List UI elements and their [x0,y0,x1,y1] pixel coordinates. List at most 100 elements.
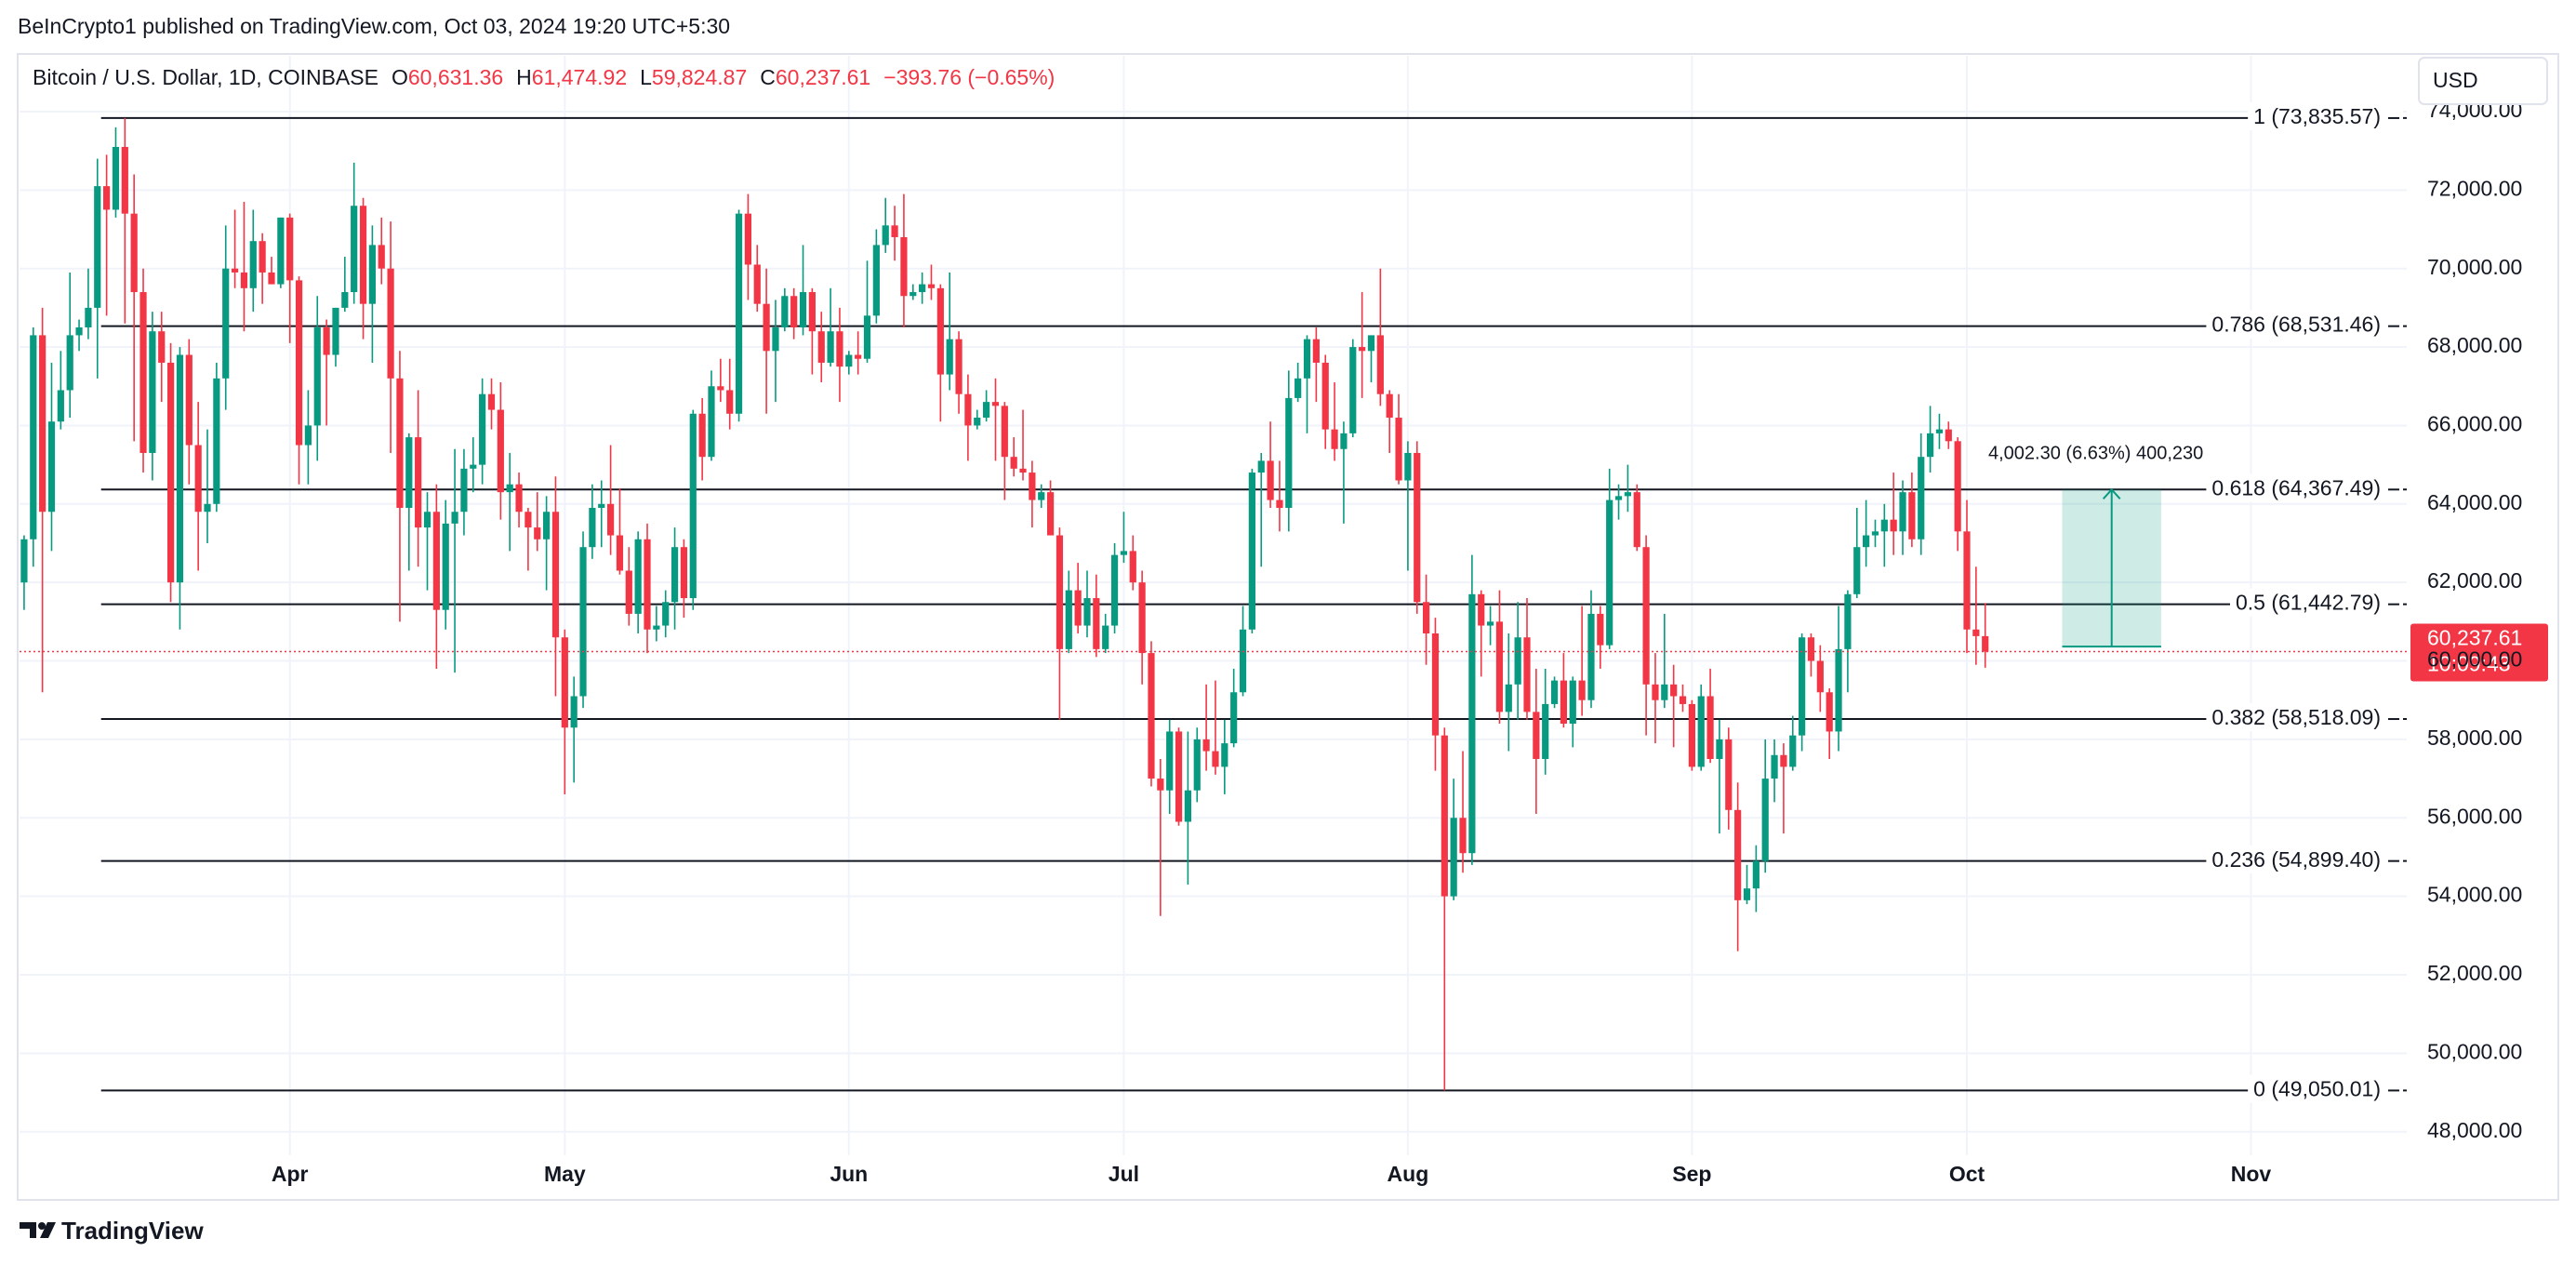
candle-body [1716,739,1723,759]
ohlc-key: L [640,65,652,89]
currency-label[interactable]: USD [2433,68,2478,92]
candle-body [1019,468,1027,473]
x-tick-label: Nov [2231,1162,2272,1186]
candle-body [1359,347,1366,352]
candle-body [900,236,908,297]
candle-body [1542,703,1549,759]
candle-body [1799,637,1806,736]
candle-body [1514,637,1521,685]
x-tick-label: Sep [1672,1162,1711,1186]
candle-body [1688,703,1695,767]
fib-label-bg [2206,310,2403,339]
candle-body [39,335,46,513]
candle-body [836,331,843,367]
candle-body [1771,754,1778,779]
candle-body [1844,593,1852,649]
candle-body [387,268,394,379]
fib-label-bg [2206,845,2403,873]
candle-body [845,354,853,367]
candle-body [1871,531,1879,536]
candle-body [1780,754,1787,767]
fib-label-bg [2206,703,2403,732]
brand-icon-dot [38,1222,46,1230]
candle-body [423,512,432,528]
candle-body [772,326,779,352]
candle-body [589,508,596,548]
candle-body [378,245,385,269]
candle-body [259,241,266,273]
candle-body [1102,625,1109,649]
candle-body [634,539,642,614]
candle-body [139,292,147,453]
candle-body [313,326,321,426]
candle-body [1880,519,1888,532]
fib-label: 0.236 (54,899.40) [2211,847,2381,872]
candle-body [1193,739,1201,791]
chart-frame [17,53,2559,1201]
candle-body [662,602,670,626]
candle-body [1065,590,1072,649]
candle-body [1038,492,1045,500]
y-tick-label: 70,000.00 [2427,255,2522,279]
candle-body [644,539,651,630]
candle-body [1221,743,1228,767]
x-tick-label: Aug [1388,1162,1429,1186]
candle-body [543,512,551,539]
candle-body [359,206,367,304]
candle-body [1926,433,1934,458]
candle-body [515,484,523,513]
candle-body [717,386,724,391]
candle-body [781,296,789,327]
ohlc-key: O [392,65,408,89]
symbol-name: Bitcoin / U.S. Dollar, 1D, COINBASE [33,65,378,89]
candle-body [570,696,578,728]
candle-body [1331,429,1338,449]
candle-body [1918,457,1925,539]
candle-body [1367,335,1375,352]
fib-label-bg [2248,102,2403,131]
candle-body [1614,496,1623,500]
candle-body [85,307,92,327]
candle-body [1110,554,1119,626]
candle-body [744,213,752,265]
candle-body [1807,637,1815,661]
y-tick-label: 54,000.00 [2427,883,2522,907]
candle-body [1578,680,1586,700]
fib-label: 0.5 (61,442.79) [2236,591,2381,615]
candle-body [396,378,404,509]
candle-body [524,512,532,528]
candle-body [194,445,202,513]
candle-body [1459,818,1467,854]
candle-body [213,378,220,504]
candle-body [1853,547,1861,594]
candle-body [799,292,807,327]
y-tick-label: 50,000.00 [2427,1039,2522,1063]
candle-body [1312,339,1320,363]
candle-body [708,386,715,458]
candle-body [964,393,972,426]
candle-body [442,523,449,610]
candle-body [1046,492,1055,536]
candle-body [1890,519,1897,532]
candle-body [1661,684,1668,700]
candle-body [606,503,615,536]
candle-body [1010,457,1017,469]
candle-body [103,186,111,210]
candle-body [1404,452,1412,481]
currency-button[interactable] [2418,57,2548,105]
candle-body [1276,499,1283,509]
candle-body [1423,602,1430,633]
candle-body [1505,684,1512,712]
fib-retracement: 1 (73,835.57) 0.786 (68,531.46) 0.618 (64,… [100,102,2407,1103]
candle-body [1597,613,1604,646]
candle-body [1486,621,1494,626]
candle-body [735,213,743,414]
y-tick-label: 74,000.00 [2427,98,2522,122]
candle-body [1138,582,1146,654]
candle-body [946,339,953,375]
candle-body [1495,621,1504,712]
x-tick-label: Jun [830,1162,868,1186]
candle-body [432,512,440,610]
